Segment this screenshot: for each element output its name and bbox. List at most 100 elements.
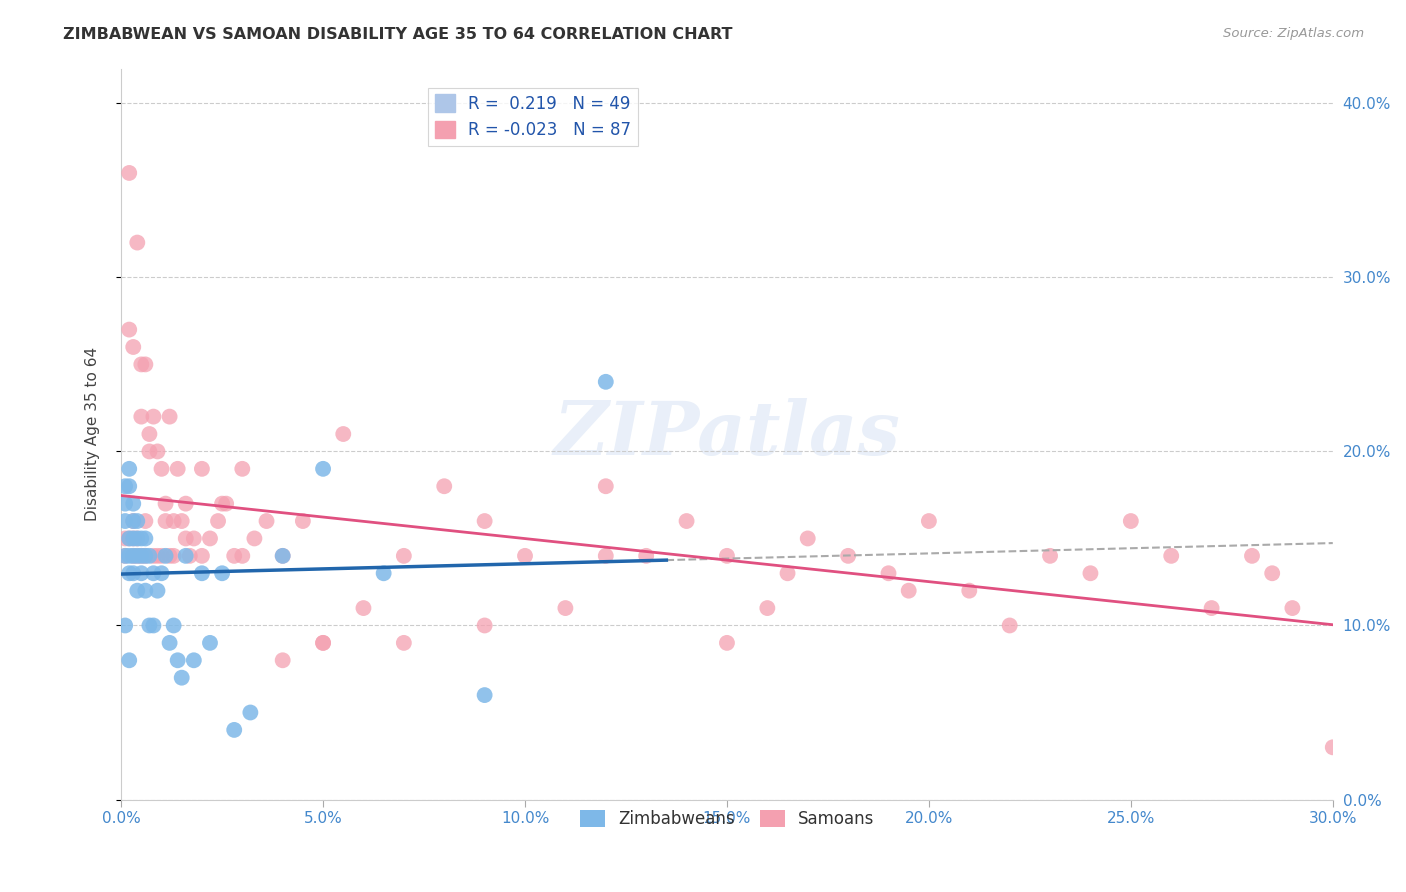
- Point: [127, 583, 149, 598]
- Point: [118, 322, 141, 336]
- Point: [256, 514, 278, 528]
- Point: [957, 583, 980, 598]
- Point: [131, 549, 153, 563]
- Point: [146, 444, 169, 458]
- Point: [138, 549, 160, 563]
- Point: [127, 532, 149, 546]
- Point: [127, 514, 149, 528]
- Point: [127, 549, 149, 563]
- Point: [118, 653, 141, 667]
- Point: [122, 549, 145, 563]
- Point: [122, 514, 145, 528]
- Point: [474, 514, 496, 528]
- Point: [127, 235, 149, 250]
- Text: ZIPatlas: ZIPatlas: [554, 398, 900, 470]
- Point: [1080, 566, 1102, 581]
- Point: [131, 532, 153, 546]
- Point: [998, 618, 1021, 632]
- Point: [183, 532, 205, 546]
- Point: [392, 636, 415, 650]
- Point: [131, 549, 153, 563]
- Point: [332, 427, 354, 442]
- Point: [312, 636, 335, 650]
- Point: [897, 583, 920, 598]
- Point: [155, 514, 177, 528]
- Point: [118, 532, 141, 546]
- Point: [122, 549, 145, 563]
- Point: [174, 497, 197, 511]
- Point: [1240, 549, 1263, 563]
- Point: [198, 636, 221, 650]
- Point: [231, 462, 253, 476]
- Point: [183, 653, 205, 667]
- Point: [170, 514, 193, 528]
- Point: [155, 497, 177, 511]
- Point: [159, 636, 181, 650]
- Point: [159, 549, 181, 563]
- Point: [636, 549, 658, 563]
- Point: [155, 549, 177, 563]
- Point: [271, 549, 294, 563]
- Point: [150, 549, 173, 563]
- Point: [595, 479, 617, 493]
- Point: [215, 497, 238, 511]
- Point: [134, 532, 156, 546]
- Point: [122, 566, 145, 581]
- Point: [114, 549, 136, 563]
- Point: [554, 601, 576, 615]
- Point: [191, 462, 214, 476]
- Point: [191, 549, 214, 563]
- Y-axis label: Disability Age 35 to 64: Disability Age 35 to 64: [86, 347, 100, 521]
- Point: [211, 566, 233, 581]
- Point: [118, 566, 141, 581]
- Point: [114, 618, 136, 632]
- Legend: Zimbabweans, Samoans: Zimbabweans, Samoans: [574, 804, 882, 835]
- Point: [271, 549, 294, 563]
- Point: [353, 601, 375, 615]
- Point: [312, 636, 335, 650]
- Point: [796, 532, 818, 546]
- Point: [142, 618, 165, 632]
- Point: [131, 409, 153, 424]
- Point: [224, 549, 246, 563]
- Point: [373, 566, 395, 581]
- Point: [142, 409, 165, 424]
- Point: [138, 427, 160, 442]
- Point: [114, 479, 136, 493]
- Point: [166, 653, 188, 667]
- Point: [134, 514, 156, 528]
- Point: [198, 532, 221, 546]
- Point: [174, 532, 197, 546]
- Point: [134, 583, 156, 598]
- Point: [162, 618, 184, 632]
- Point: [312, 462, 335, 476]
- Point: [118, 462, 141, 476]
- Point: [131, 358, 153, 372]
- Point: [150, 462, 173, 476]
- Point: [131, 566, 153, 581]
- Point: [114, 532, 136, 546]
- Point: [474, 688, 496, 702]
- Text: ZIMBABWEAN VS SAMOAN DISABILITY AGE 35 TO 64 CORRELATION CHART: ZIMBABWEAN VS SAMOAN DISABILITY AGE 35 T…: [63, 27, 733, 42]
- Point: [146, 549, 169, 563]
- Point: [211, 497, 233, 511]
- Point: [675, 514, 697, 528]
- Point: [243, 532, 266, 546]
- Point: [1119, 514, 1142, 528]
- Point: [513, 549, 536, 563]
- Point: [918, 514, 941, 528]
- Point: [756, 601, 779, 615]
- Point: [162, 549, 184, 563]
- Point: [122, 497, 145, 511]
- Point: [271, 653, 294, 667]
- Point: [127, 532, 149, 546]
- Point: [224, 723, 246, 737]
- Point: [118, 549, 141, 563]
- Point: [166, 462, 188, 476]
- Point: [207, 514, 229, 528]
- Point: [595, 375, 617, 389]
- Point: [150, 566, 173, 581]
- Point: [114, 549, 136, 563]
- Point: [170, 671, 193, 685]
- Point: [127, 549, 149, 563]
